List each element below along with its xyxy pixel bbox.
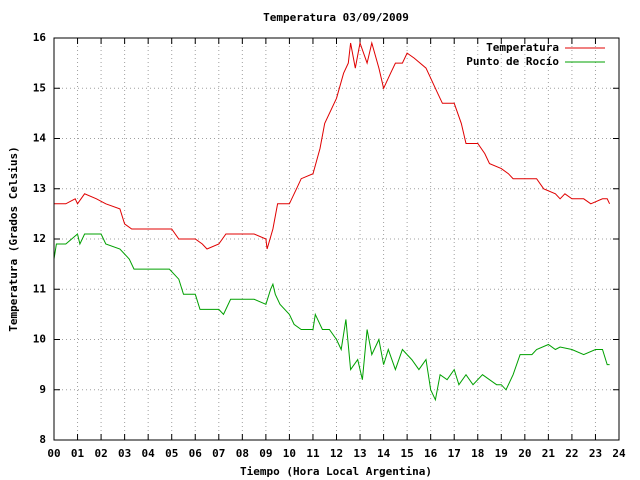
x-tick-label: 00 <box>47 447 60 460</box>
y-tick-label: 10 <box>33 333 46 346</box>
x-tick-label: 21 <box>542 447 556 460</box>
chart-title: Temperatura 03/09/2009 <box>263 11 409 24</box>
x-tick-label: 16 <box>424 447 438 460</box>
y-tick-label: 13 <box>33 182 46 195</box>
y-tick-label: 15 <box>33 81 46 94</box>
x-axis-label: Tiempo (Hora Local Argentina) <box>240 465 432 478</box>
x-tick-label: 08 <box>236 447 249 460</box>
y-tick-label: 11 <box>33 282 47 295</box>
y-tick-label: 14 <box>33 132 47 145</box>
x-tick-label: 10 <box>283 447 296 460</box>
legend-label: Temperatura <box>486 41 559 54</box>
legend-label: Punto de Rocío <box>466 55 559 68</box>
x-tick-label: 11 <box>306 447 320 460</box>
x-tick-label: 13 <box>353 447 366 460</box>
x-tick-label: 23 <box>589 447 602 460</box>
x-tick-label: 19 <box>495 447 508 460</box>
series-line <box>54 41 611 250</box>
x-tick-label: 07 <box>212 447 225 460</box>
x-tick-label: 03 <box>118 447 131 460</box>
y-tick-label: 9 <box>39 383 46 396</box>
y-axis-label: Temperatura (Grados Celsius) <box>7 146 20 331</box>
y-tick-label: 8 <box>39 433 46 446</box>
x-tick-label: 04 <box>142 447 156 460</box>
x-tick-label: 14 <box>377 447 391 460</box>
x-tick-label: 24 <box>612 447 626 460</box>
x-tick-label: 05 <box>165 447 178 460</box>
x-tick-label: 18 <box>471 447 484 460</box>
y-tick-label: 12 <box>33 232 46 245</box>
x-tick-label: 15 <box>401 447 414 460</box>
y-tick-label: 16 <box>33 31 47 44</box>
x-tick-label: 20 <box>518 447 531 460</box>
x-tick-label: 22 <box>565 447 578 460</box>
plot-border <box>53 37 620 441</box>
x-tick-label: 17 <box>448 447 461 460</box>
x-tick-label: 01 <box>71 447 85 460</box>
x-tick-label: 12 <box>330 447 343 460</box>
x-tick-label: 06 <box>189 447 203 460</box>
x-tick-label: 02 <box>94 447 107 460</box>
series-line <box>53 233 610 402</box>
x-tick-label: 09 <box>259 447 272 460</box>
